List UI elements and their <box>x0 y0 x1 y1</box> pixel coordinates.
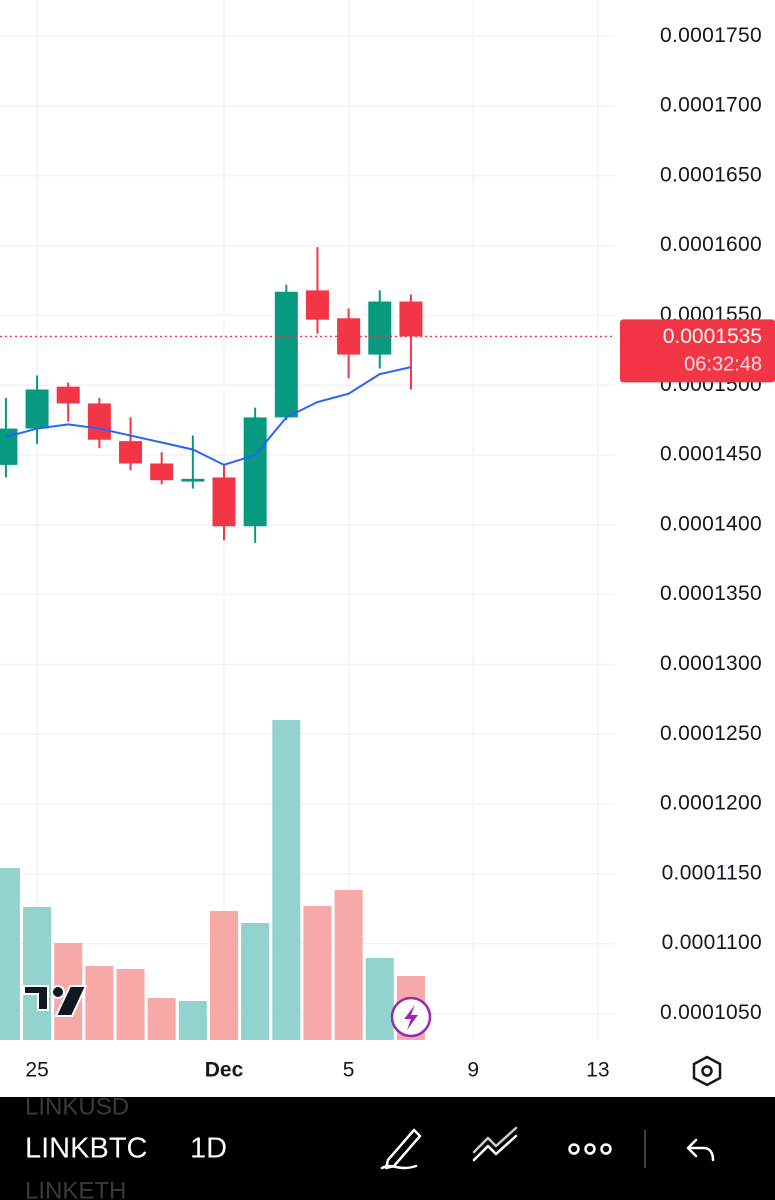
volume-bar <box>0 868 20 1040</box>
x-tick-label: 25 <box>25 1059 48 1082</box>
candle-body <box>212 477 236 527</box>
candle-body <box>274 291 298 418</box>
draw-button[interactable] <box>380 1128 422 1170</box>
candle-body <box>119 441 143 464</box>
x-tick-label: 9 <box>467 1059 479 1082</box>
last-price-label: 0.0001535 <box>663 325 762 348</box>
candle-body <box>181 478 205 482</box>
y-tick-label: 0.0001400 <box>660 512 762 535</box>
volume-bar <box>147 998 176 1040</box>
moving-average-line <box>5 366 412 466</box>
y-tick-label: 0.0001650 <box>660 163 762 186</box>
y-tick-label: 0.0001150 <box>662 861 762 884</box>
candle-body <box>399 301 423 337</box>
x-tick-label: Dec <box>205 1059 244 1082</box>
candle-body <box>368 301 392 355</box>
y-tick-label: 0.0001100 <box>662 931 762 954</box>
settings-button[interactable] <box>692 1055 722 1087</box>
y-tick-label: 0.0001200 <box>660 792 762 815</box>
axes: 0.0001750 0.0001700 0.0001650 0.0001600 0.00… <box>0 24 775 1082</box>
candle-body <box>56 386 80 404</box>
y-tick-label: 0.0001700 <box>660 94 762 117</box>
countdown: 06:32:48 <box>684 354 762 376</box>
volume-bar <box>209 911 239 1040</box>
candle-body <box>305 290 329 320</box>
grid <box>0 0 615 1040</box>
volume-bar <box>365 958 394 1040</box>
volume-bar <box>116 969 145 1040</box>
symbol-option[interactable]: LINKUSD <box>25 1093 129 1120</box>
volume-bar <box>85 966 114 1040</box>
y-tick-label: 0.0001250 <box>660 722 762 745</box>
candle-body <box>87 403 111 440</box>
candle-body <box>0 428 18 465</box>
last-price-badge <box>620 319 775 383</box>
candle-body <box>25 389 49 429</box>
volume-bar <box>334 890 363 1040</box>
templates-button[interactable] <box>472 1126 518 1162</box>
x-tick-label: 13 <box>586 1059 609 1082</box>
more-button[interactable] <box>568 1143 612 1155</box>
volume-bar <box>178 1001 207 1040</box>
volume-bar <box>303 906 332 1040</box>
y-tick-label: 0.0001050 <box>660 1001 762 1024</box>
x-tick-label: 5 <box>343 1059 355 1082</box>
y-tick-label: 0.0001350 <box>660 582 762 605</box>
price-pane <box>0 247 423 544</box>
undo-button[interactable] <box>686 1138 715 1162</box>
interval[interactable]: 1D <box>190 1133 227 1165</box>
candle-body <box>337 318 361 355</box>
lightning-button[interactable] <box>390 996 432 1038</box>
tv-logo <box>23 985 88 1017</box>
y-tick-label: 0.0001300 <box>660 652 762 675</box>
y-tick-label: 0.0001750 <box>660 24 762 47</box>
toolbar <box>0 1097 775 1200</box>
candle-body <box>243 417 267 527</box>
symbol[interactable]: LINKBTC <box>25 1133 147 1165</box>
y-tick-label: 0.0001600 <box>660 233 762 256</box>
volume-bar <box>241 923 270 1040</box>
y-tick-label: 0.0001450 <box>660 443 762 466</box>
volume-bar <box>272 720 301 1040</box>
volume-bar <box>23 907 52 1040</box>
candle-body <box>150 463 174 481</box>
symbol-option[interactable]: LINKETH <box>25 1177 126 1200</box>
